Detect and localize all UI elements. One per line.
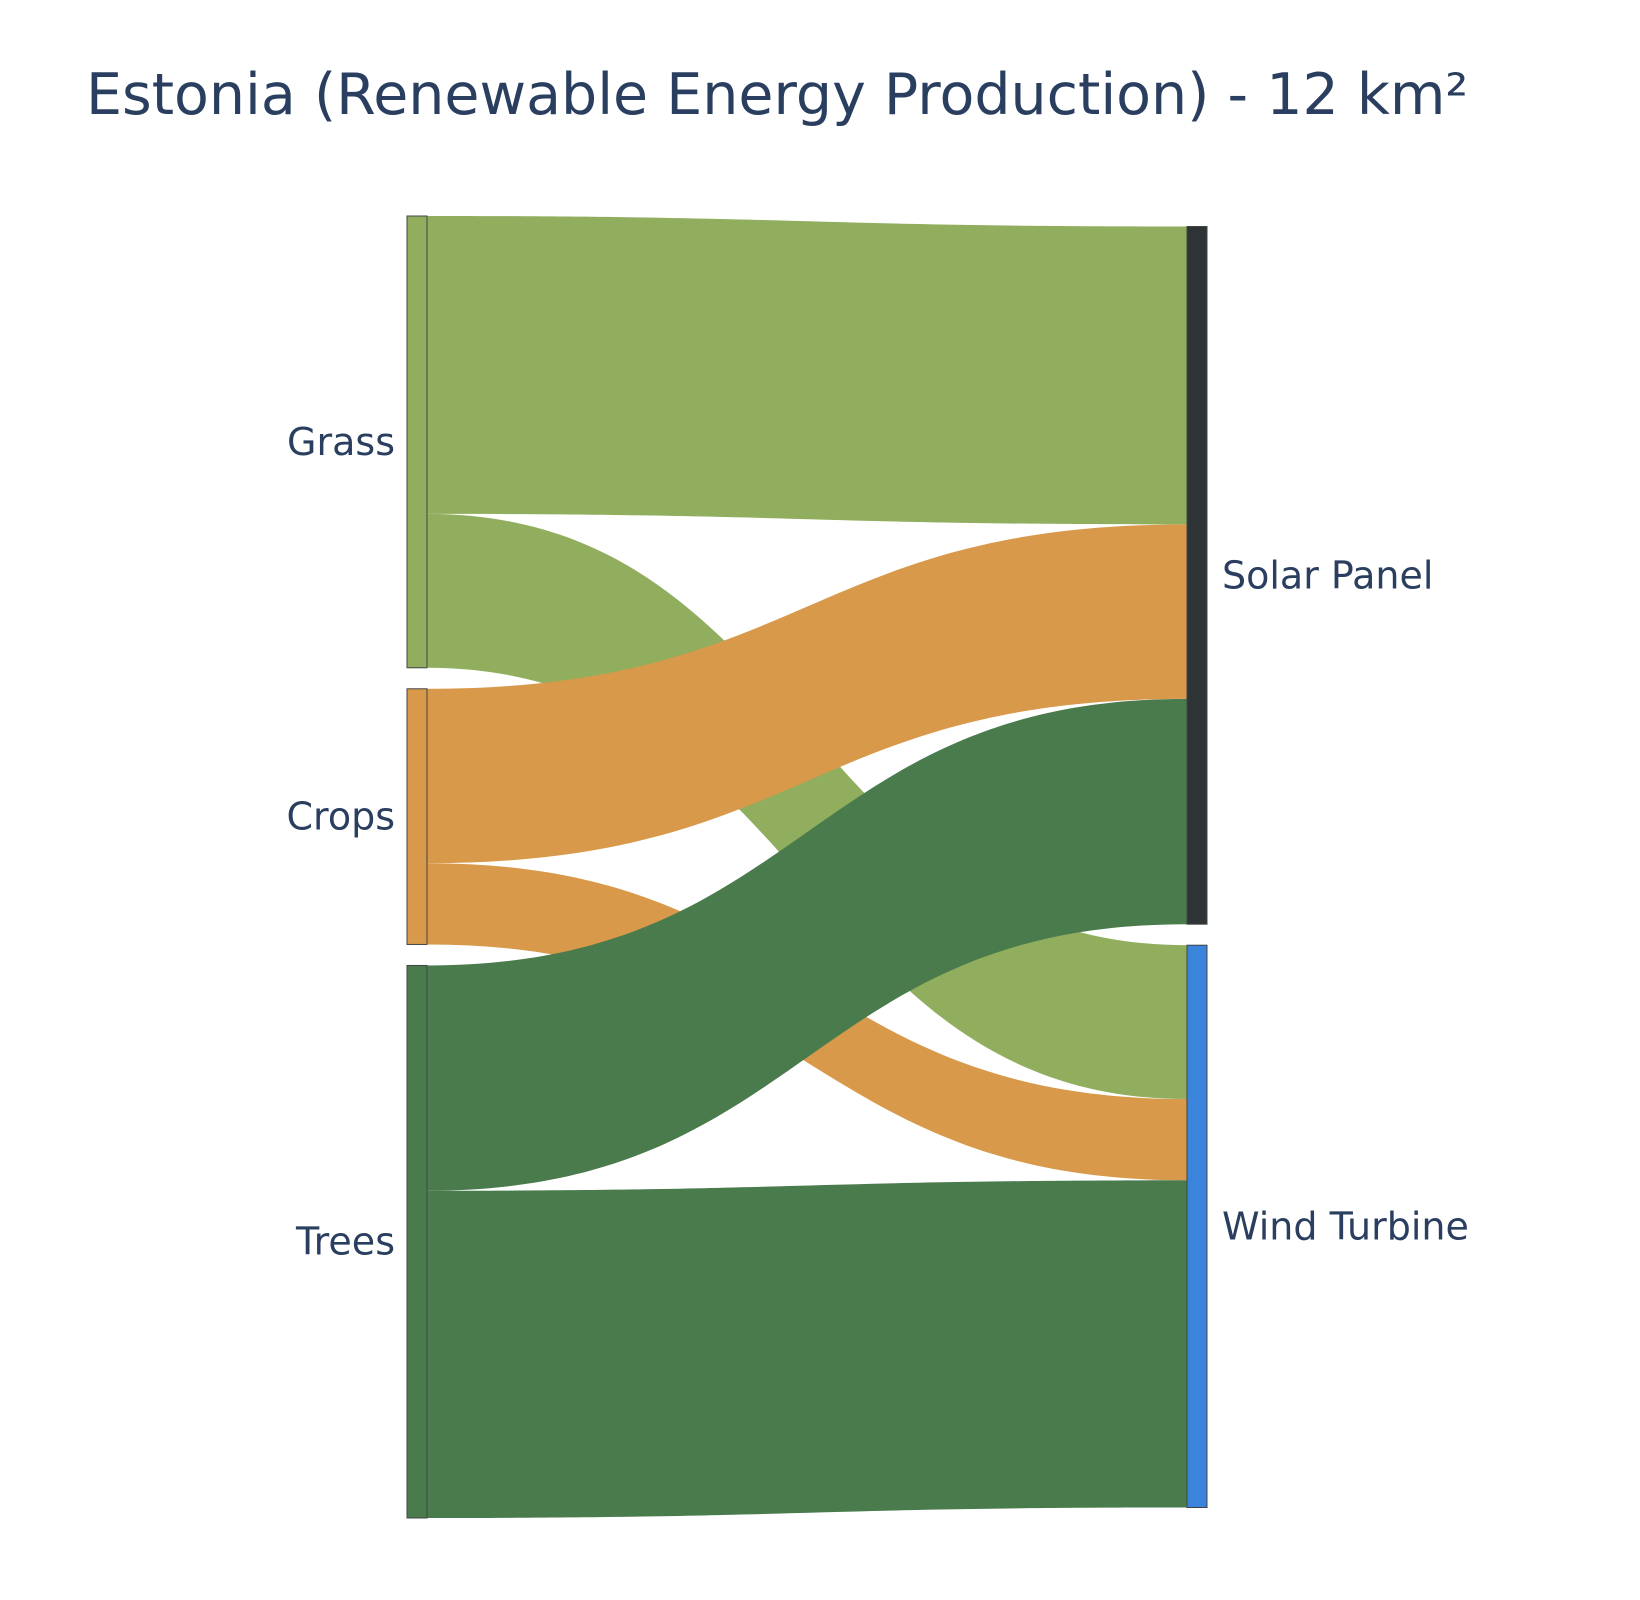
node-crops[interactable] bbox=[406, 688, 428, 945]
node-label-wind-turbine: Wind Turbine bbox=[1222, 1204, 1469, 1248]
links-layer bbox=[427, 216, 1187, 1518]
link-crops-to-solar-panel[interactable] bbox=[427, 524, 1187, 864]
link-grass-to-solar-panel[interactable] bbox=[427, 216, 1187, 525]
node-label-grass: Grass bbox=[287, 420, 395, 464]
node-wind-turbine[interactable] bbox=[1186, 944, 1208, 1508]
chart-title: Estonia (Renewable Energy Production) - … bbox=[86, 62, 1469, 128]
labels-layer: Grass Crops Trees Solar Panel Wind Turbine bbox=[287, 420, 1469, 1264]
node-grass[interactable] bbox=[406, 215, 428, 669]
nodes-layer bbox=[406, 215, 1208, 1519]
node-label-trees: Trees bbox=[295, 1220, 395, 1264]
node-solar-panel[interactable] bbox=[1186, 226, 1208, 925]
node-trees[interactable] bbox=[406, 964, 428, 1519]
node-label-crops: Crops bbox=[287, 795, 396, 839]
node-label-solar-panel: Solar Panel bbox=[1222, 553, 1433, 597]
link-trees-to-solar-panel[interactable] bbox=[427, 698, 1187, 1191]
link-trees-to-wind-turbine[interactable] bbox=[427, 1180, 1187, 1518]
link-grass-to-wind-turbine[interactable] bbox=[427, 513, 1187, 1100]
